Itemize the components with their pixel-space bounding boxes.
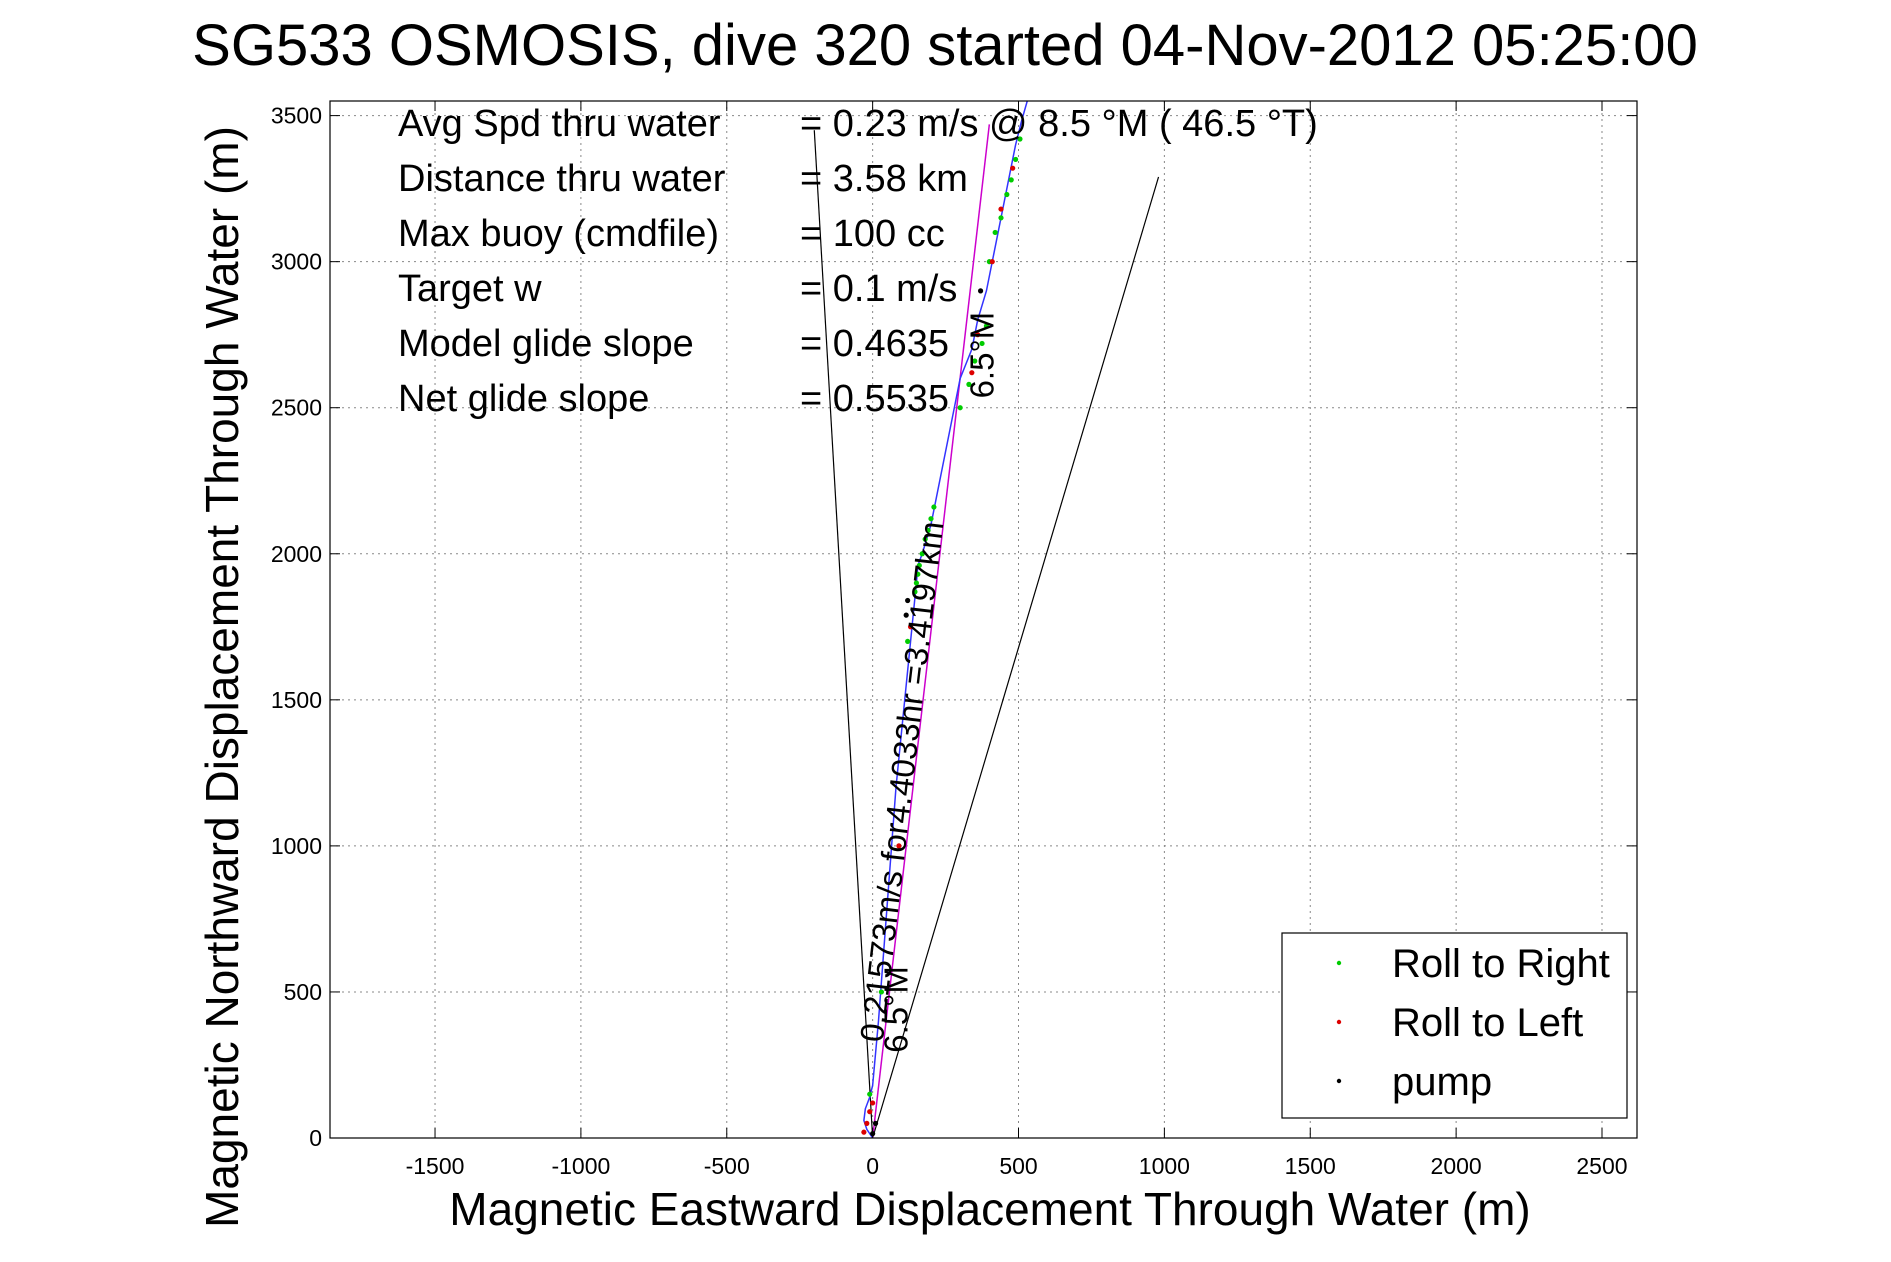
legend: Roll to Right Roll to Left pump [1281, 932, 1628, 1119]
y-tick-label: 0 [309, 1125, 322, 1151]
chart-title: SG533 OSMOSIS, dive 320 started 04-Nov-2… [192, 13, 1698, 78]
roll-left-point [975, 332, 981, 338]
stat-label: Target w [398, 268, 542, 310]
stat-value: = 100 cc [800, 213, 945, 255]
y-axis-label: Magnetic Northward Displacement Through … [196, 126, 248, 1228]
y-tick-label: 2500 [271, 395, 322, 421]
roll-right-point [867, 1091, 873, 1097]
roll-left-point [864, 1120, 870, 1126]
dead-reckoning-line [871, 124, 991, 1139]
roll-right-point [992, 229, 998, 236]
roll-right-point [916, 562, 922, 569]
data-points [861, 136, 1023, 1137]
x-tick-label: 2500 [1576, 1153, 1627, 1179]
stat-value: = 0.5535 [800, 378, 949, 420]
pump-point [977, 288, 984, 294]
roll-left-point [989, 259, 995, 265]
stat-label: Distance thru water [398, 158, 726, 200]
plot-frame [329, 100, 1638, 1139]
roll-left-point [998, 206, 1004, 212]
roll-right-point [915, 571, 921, 577]
x-tick-label: -1500 [406, 1153, 465, 1179]
roll-right-point [983, 323, 990, 329]
x-axis-label: Magnetic Eastward Displacement Through W… [449, 1183, 1530, 1235]
heading-cone-right [872, 176, 1160, 1139]
stat-value: = 0.1 m/s [800, 268, 957, 310]
stat-value: = 0.4635 [800, 323, 949, 365]
x-tick-label: 0 [866, 1153, 879, 1179]
along-track-annotation: 0.21573m/s for4.4033hr =3.4197km [853, 519, 951, 1044]
roll-right-point [928, 516, 934, 522]
roll-right-point [998, 215, 1004, 221]
roll-right-point [979, 340, 985, 347]
stat-label: Avg Spd thru water [398, 103, 721, 145]
stat-label: Net glide slope [398, 378, 649, 420]
y-tick-label: 3500 [271, 103, 322, 129]
pump-point [903, 612, 909, 618]
pump-point [872, 1120, 879, 1126]
heading-annotation-top: 6.5°M [964, 312, 1001, 399]
roll-right-point [919, 551, 925, 557]
x-tick-label: 2000 [1431, 1153, 1482, 1179]
roll-left-point [969, 370, 975, 376]
legend-entry: pump [1392, 1060, 1492, 1104]
roll-right-point [922, 536, 928, 542]
roll-right-point [878, 989, 884, 995]
roll-left-point [870, 1100, 876, 1106]
legend-marker [1336, 1078, 1342, 1084]
roll-right-point [912, 589, 918, 595]
x-tick-label: -1000 [551, 1153, 610, 1179]
x-tick-label: -500 [704, 1153, 750, 1179]
roll-right-point [913, 580, 919, 586]
roll-left-point [861, 1129, 867, 1135]
roll-left-point [907, 624, 914, 630]
x-tick-label: 1000 [1139, 1153, 1190, 1179]
pump-point [905, 597, 911, 604]
roll-right-point [1004, 191, 1010, 198]
heading-annotation-bottom: 6.5°M [878, 966, 915, 1053]
roll-right-point [1012, 156, 1019, 163]
plot-border [329, 100, 1638, 1139]
roll-right-point [931, 504, 937, 510]
y-tick-label: 1500 [271, 687, 322, 713]
y-tick-label: 500 [284, 979, 322, 1005]
stat-label: Model glide slope [398, 323, 694, 365]
roll-right-point [925, 527, 931, 534]
y-tick-label: 2000 [271, 541, 322, 567]
annotations: 0.21573m/s for4.4033hr =3.4197km 6.5°M 6… [853, 312, 1001, 1053]
stat-value: = 0.23 m/s @ 8.5 °M ( 46.5 °T) [800, 103, 1318, 145]
roll-right-point [972, 358, 978, 364]
roll-left-point [896, 843, 902, 849]
legend-marker [1336, 960, 1342, 966]
stats-block: Avg Spd thru water = 0.23 m/s @ 8.5 °M ( … [398, 103, 1318, 420]
y-tick-label: 3000 [271, 249, 322, 275]
roll-left-point [867, 1109, 873, 1115]
legend-entry: Roll to Right [1392, 942, 1610, 986]
legend-marker [1336, 1019, 1342, 1025]
heading-cone [813, 130, 1160, 1139]
x-tick-label: 500 [999, 1153, 1037, 1179]
y-tick-label: 1000 [271, 833, 322, 859]
roll-right-point [905, 638, 911, 645]
roll-right-point [957, 405, 963, 411]
stat-value: = 3.58 km [800, 158, 968, 200]
axis-ticks: -1500 -1000 -500 0 500 1000 1500 2000 2500 0 500 10… [271, 101, 1637, 1179]
roll-right-point [1017, 136, 1023, 142]
heading-cone-left [813, 130, 874, 1139]
roll-right-point [1008, 177, 1014, 183]
stat-label: Max buoy (cmdfile) [398, 213, 719, 255]
x-tick-label: 1500 [1285, 1153, 1336, 1179]
roll-left-point [1010, 165, 1016, 171]
legend-entry: Roll to Left [1392, 1001, 1583, 1045]
roll-right-point [966, 381, 972, 387]
